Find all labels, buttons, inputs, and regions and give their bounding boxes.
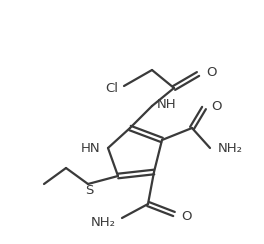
Text: NH₂: NH₂ bbox=[91, 216, 116, 230]
Text: Cl: Cl bbox=[105, 81, 118, 94]
Text: S: S bbox=[85, 183, 93, 196]
Text: HN: HN bbox=[80, 142, 100, 154]
Text: NH: NH bbox=[157, 98, 177, 111]
Text: O: O bbox=[181, 210, 191, 223]
Text: O: O bbox=[206, 67, 216, 80]
Text: NH₂: NH₂ bbox=[218, 142, 243, 155]
Text: O: O bbox=[211, 101, 221, 113]
